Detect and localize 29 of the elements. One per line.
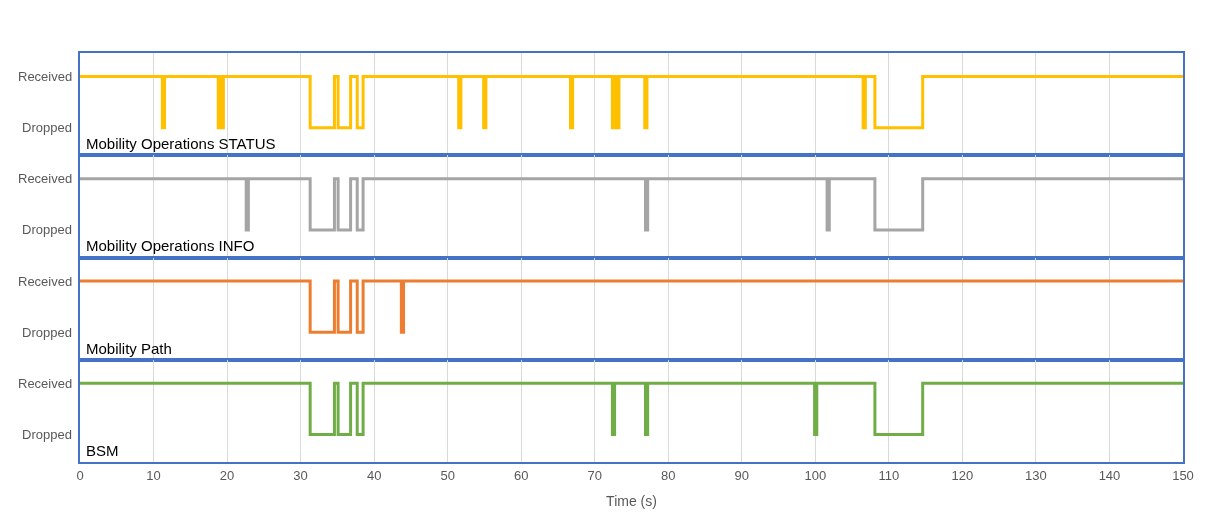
x-tick-label: 40 — [366, 467, 382, 483]
text: Received — [18, 274, 73, 289]
text: Mobility Operations STATUS — [86, 135, 276, 152]
text: Dropped — [22, 222, 72, 237]
text: Mobility Operations INFO — [86, 237, 255, 254]
x-tick-label: 70 — [587, 467, 602, 483]
text: Received — [18, 376, 73, 391]
x-tick-label: 140 — [1098, 467, 1121, 483]
x-tick-label: 130 — [1025, 467, 1047, 483]
x-axis-title: Time (s) — [606, 493, 657, 510]
x-tick-label: 10 — [146, 467, 161, 483]
x-tick-label: 0 — [76, 467, 84, 483]
x-tick-label: 150 — [1172, 467, 1194, 483]
text: Dropped — [22, 325, 72, 340]
x-tick-label: 60 — [513, 467, 529, 483]
text: BSM — [86, 442, 119, 459]
x-tick-label: 30 — [293, 467, 308, 483]
x-tick-label: 120 — [951, 467, 974, 483]
x-tick-label: 20 — [219, 467, 235, 483]
text: Dropped — [22, 120, 72, 135]
x-tick-label: 100 — [804, 467, 827, 483]
x-tick-label: 80 — [661, 467, 676, 483]
text: Received — [18, 171, 73, 186]
text: Received — [18, 69, 73, 84]
x-tick-label: 50 — [440, 467, 455, 483]
x-tick-label: 110 — [878, 467, 900, 483]
text: Mobility Path — [86, 340, 172, 357]
x-tick-label: 90 — [734, 467, 750, 483]
text: Dropped — [22, 427, 72, 442]
